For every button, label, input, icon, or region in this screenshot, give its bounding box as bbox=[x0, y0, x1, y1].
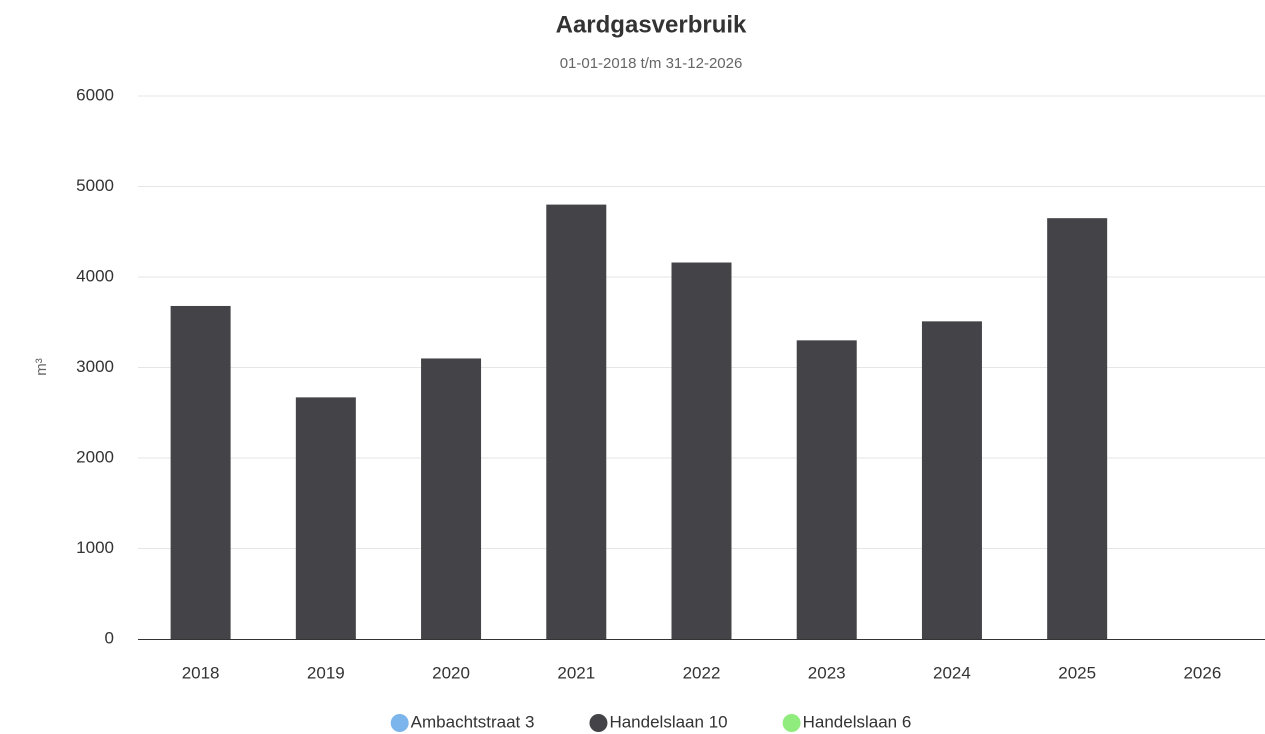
bar bbox=[170, 305, 231, 639]
bar bbox=[546, 204, 607, 639]
x-tick-label: 2023 bbox=[808, 663, 846, 682]
y-tick-label: 6000 bbox=[76, 85, 114, 104]
x-tick-label: 2018 bbox=[182, 663, 220, 682]
x-tick-label: 2019 bbox=[307, 663, 345, 682]
x-tick-label: 2022 bbox=[683, 663, 721, 682]
legend-label: Handelslaan 6 bbox=[803, 712, 912, 731]
y-tick-label: 2000 bbox=[76, 447, 114, 466]
x-tick-label: 2026 bbox=[1183, 663, 1221, 682]
legend-label: Ambachtstraat 3 bbox=[411, 712, 535, 731]
y-axis-label: m³ bbox=[33, 358, 50, 376]
bar bbox=[421, 358, 482, 639]
y-tick-label: 1000 bbox=[76, 538, 114, 557]
x-tick-label: 2025 bbox=[1058, 663, 1096, 682]
bar bbox=[921, 321, 982, 639]
y-tick-label: 0 bbox=[105, 628, 114, 647]
bar bbox=[1047, 218, 1108, 640]
y-tick-label: 5000 bbox=[76, 176, 114, 195]
x-tick-label: 2021 bbox=[557, 663, 595, 682]
bar bbox=[295, 397, 356, 639]
y-tick-label: 3000 bbox=[76, 357, 114, 376]
legend-marker bbox=[390, 714, 409, 732]
x-tick-label: 2024 bbox=[933, 663, 971, 682]
bar bbox=[671, 262, 732, 639]
legend-marker bbox=[782, 714, 801, 732]
legend-label: Handelslaan 10 bbox=[609, 712, 727, 731]
chart-subtitle: 01-01-2018 t/m 31-12-2026 bbox=[560, 55, 743, 72]
bar bbox=[796, 340, 857, 639]
legend-marker bbox=[589, 714, 608, 732]
y-tick-label: 4000 bbox=[76, 266, 114, 285]
x-tick-label: 2020 bbox=[432, 663, 470, 682]
chart-title: Aardgasverbruik bbox=[556, 11, 747, 38]
